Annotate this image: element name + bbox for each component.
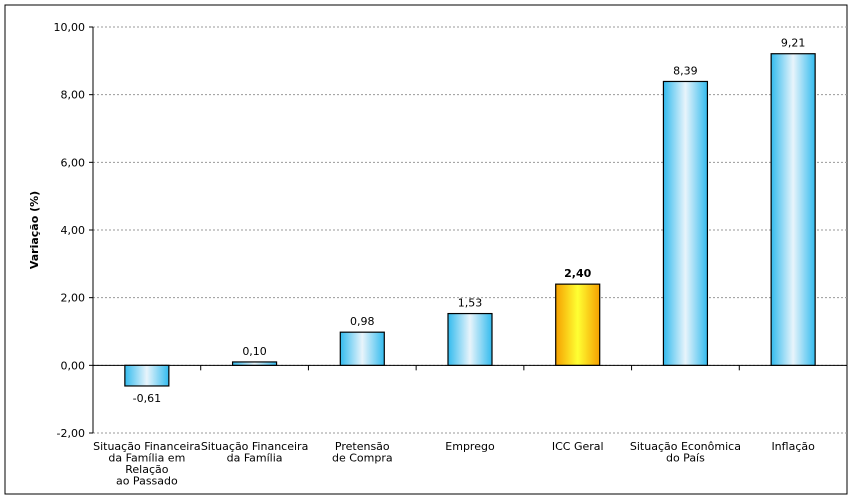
y-tick-label: 0,00 [61,359,86,372]
value-label: 0,98 [350,315,375,328]
y-tick-label: 2,00 [61,292,86,305]
x-tick-label: Situação Financeira da Família em Relação a… [93,440,200,488]
bar [555,283,601,366]
bar [231,361,278,366]
x-tick-label: Inflação [771,440,815,453]
bar [662,80,709,366]
value-label: 2,40 [564,267,591,280]
x-tick-label: Situação Financeira da Família [201,440,308,465]
bar [447,312,493,366]
y-tick-label: 10,00 [54,21,86,34]
y-tick-label: -2,00 [57,427,85,440]
x-tick-label: Situação Econômica do País [630,440,741,465]
x-tick-label: Pretensão de Compra [332,440,393,465]
value-label: 9,21 [781,37,806,50]
value-label: 1,53 [458,297,483,310]
value-label: -0,61 [133,392,161,405]
value-label: 8,39 [673,64,698,77]
y-tick-label: 4,00 [61,224,86,237]
bar [124,364,170,387]
y-tick-label: 6,00 [61,156,86,169]
y-tick-label: 8,00 [61,89,86,102]
bar [339,331,385,366]
y-axis-title: Variação (%) [28,191,41,269]
value-label: 0,10 [242,345,267,358]
chart-frame [4,4,848,495]
x-tick-label: ICC Geral [552,440,604,453]
bar [770,53,816,366]
x-tick-label: Emprego [445,440,495,453]
